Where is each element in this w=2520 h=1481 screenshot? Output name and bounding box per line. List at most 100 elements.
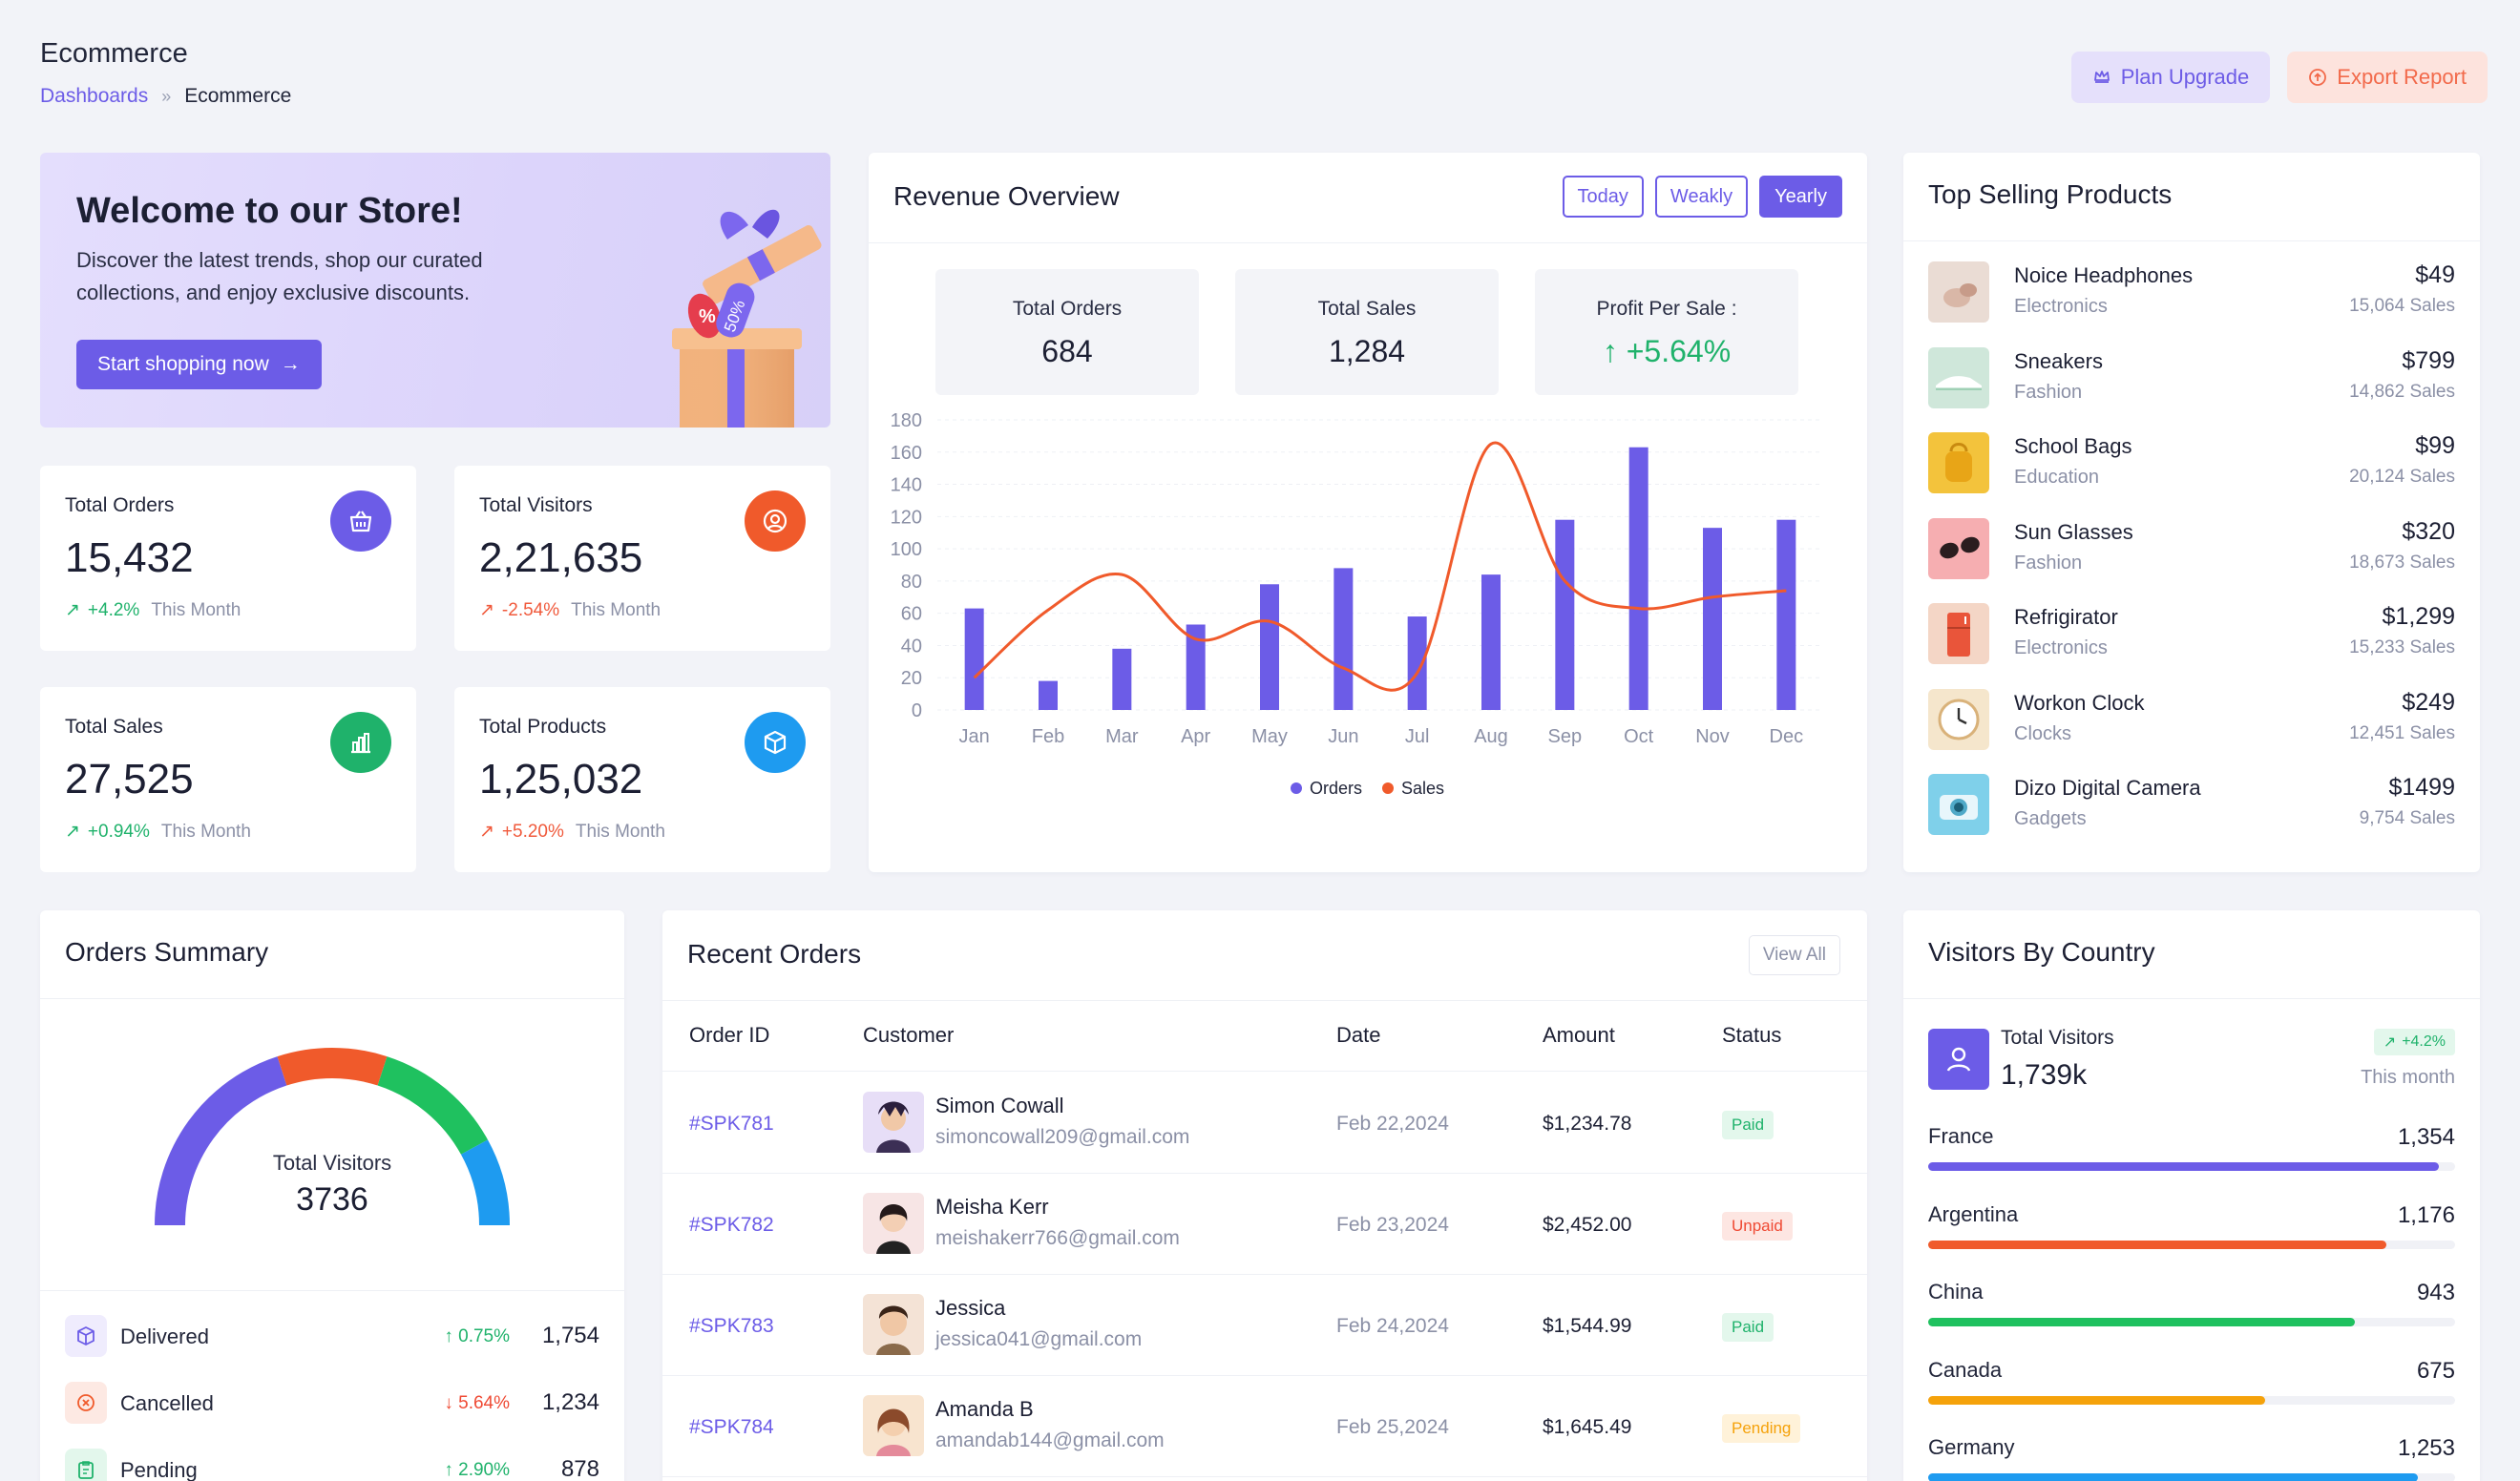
bar-orders-jan[interactable] — [964, 608, 984, 710]
column-header-date[interactable]: Date — [1336, 1023, 1381, 1047]
bar-orders-sep[interactable] — [1555, 519, 1575, 710]
avatar — [863, 1395, 924, 1456]
table-row[interactable]: #SPK782 Meisha Kerr meishakerr766@gmail.co… — [662, 1174, 1867, 1275]
order-status-cancelled: Cancelled ↓ 5.64% 1,234 — [65, 1378, 599, 1426]
bar-orders-jun[interactable] — [1334, 568, 1354, 710]
product-item[interactable]: Sun Glasses Fashion $320 18,673 Sales — [1928, 514, 2455, 581]
trend-down-icon: ↗ — [479, 600, 494, 620]
column-header-customer[interactable]: Customer — [863, 1023, 955, 1047]
plan-upgrade-button[interactable]: Plan Upgrade — [2070, 52, 2271, 103]
order-id-link[interactable]: #SPK783 — [689, 1315, 774, 1337]
headphones-thumbnail — [1928, 261, 1989, 323]
progress-track — [1928, 1473, 2455, 1481]
product-item[interactable]: Sneakers Fashion $799 14,862 Sales — [1928, 344, 2455, 410]
divider — [1903, 998, 2480, 999]
country-name: Argentina — [1928, 1201, 2019, 1226]
line-sales[interactable] — [973, 441, 1787, 692]
product-name: Noice Headphones — [2014, 263, 2194, 287]
arrow-up-icon: ↑ — [444, 1326, 459, 1346]
x-tick-label: Sep — [1548, 726, 1583, 747]
clipboard-icon — [65, 1449, 107, 1481]
product-item[interactable]: Noice Headphones Electronics $49 15,064 Sal… — [1928, 258, 2455, 324]
visitors-by-country-card: Visitors By Country Total Visitors 1,739… — [1903, 910, 2480, 1481]
customer-name: Simon Cowall — [935, 1094, 1064, 1117]
product-sales: 15,064 Sales — [2349, 296, 2455, 316]
product-item[interactable]: Workon Clock Clocks $249 12,451 Sales — [1928, 685, 2455, 752]
table-row[interactable]: #SPK781 Simon Cowall simoncowall209@gmail.… — [662, 1073, 1867, 1174]
column-header-amount[interactable]: Amount — [1543, 1023, 1615, 1047]
tab-yearly[interactable]: Yearly — [1759, 176, 1842, 218]
y-tick-label: 20 — [901, 668, 922, 689]
cloud-upload-icon — [2309, 69, 2327, 86]
fridge-thumbnail — [1928, 603, 1989, 664]
product-sales: 15,233 Sales — [2349, 637, 2455, 657]
table-row[interactable]: #SPK784 Amanda B amandab144@gmail.com Feb 2… — [662, 1376, 1867, 1477]
column-header-order-id[interactable]: Order ID — [689, 1023, 770, 1047]
box-icon — [745, 712, 806, 773]
bar-orders-oct[interactable] — [1628, 447, 1648, 710]
stat-label: Total Orders — [65, 494, 175, 516]
start-shopping-button[interactable]: Start shopping now → — [76, 340, 322, 389]
legend-label[interactable]: Sales — [1401, 779, 1444, 798]
legend-label[interactable]: Orders — [1310, 779, 1362, 798]
tab-weakly[interactable]: Weakly — [1654, 176, 1749, 218]
tab-today[interactable]: Today — [1562, 176, 1644, 218]
product-sales: 14,862 Sales — [2349, 381, 2455, 402]
stat-value: 15,432 — [65, 534, 194, 581]
kpi-value-text: +5.64% — [1626, 334, 1732, 368]
order-status-pct-text: 5.64% — [458, 1393, 510, 1413]
bar-orders-dec[interactable] — [1776, 519, 1796, 710]
bar-orders-apr[interactable] — [1186, 624, 1206, 710]
divider — [40, 1290, 624, 1291]
trend-up-icon: ↗ — [65, 822, 80, 842]
order-id-link[interactable]: #SPK784 — [689, 1416, 774, 1438]
stat-change: ↗ +5.20% This Month — [479, 821, 665, 843]
recent-orders-title: Recent Orders — [687, 939, 862, 969]
bar-orders-jul[interactable] — [1407, 616, 1427, 710]
order-status-value: 878 — [560, 1456, 599, 1481]
stat-change: ↗ +0.94% This Month — [65, 821, 251, 843]
product-name: School Bags — [2014, 434, 2132, 458]
column-header-status[interactable]: Status — [1722, 1023, 1782, 1047]
avatar — [863, 1092, 924, 1153]
order-id-link[interactable]: #SPK782 — [689, 1214, 774, 1236]
legend-marker — [1291, 782, 1302, 794]
product-item[interactable]: School Bags Education $99 20,124 Sales — [1928, 428, 2455, 495]
table-row[interactable]: #SPK783 Jessica jessica041@gmail.com Feb 24… — [662, 1275, 1867, 1376]
customer-email: simoncowall209@gmail.com — [935, 1126, 1190, 1148]
view-all-button[interactable]: View All — [1748, 935, 1840, 975]
order-status-label: Cancelled — [120, 1391, 214, 1415]
bar-orders-aug[interactable] — [1481, 574, 1501, 710]
order-id-link[interactable]: #SPK781 — [689, 1113, 774, 1135]
stat-change-pct: +0.94% — [87, 821, 150, 842]
close-circle-icon — [65, 1382, 107, 1424]
bar-orders-feb[interactable] — [1039, 680, 1058, 710]
divider — [40, 998, 624, 999]
order-status-label: Delivered — [120, 1325, 209, 1348]
status-badge: Paid — [1722, 1111, 1774, 1139]
crown-icon — [2093, 71, 2110, 83]
country-row-china: China 943 — [1928, 1280, 2455, 1346]
product-price: $249 — [2402, 688, 2455, 716]
customer-email: amandab144@gmail.com — [935, 1429, 1165, 1451]
user-icon — [1928, 1029, 1989, 1090]
kpi-value: 684 — [1041, 334, 1093, 368]
gauge-segment — [277, 1048, 388, 1086]
product-sales: 18,673 Sales — [2349, 552, 2455, 573]
stat-change-pct: -2.54% — [501, 599, 560, 620]
breadcrumb-dashboards[interactable]: Dashboards — [40, 85, 149, 107]
product-item[interactable]: Dizo Digital Camera Gadgets $1499 9,754 Sal… — [1928, 770, 2455, 837]
bag-thumbnail — [1928, 432, 1989, 493]
country-value: 1,176 — [2397, 1201, 2455, 1228]
export-report-button[interactable]: Export Report — [2287, 52, 2488, 103]
stat-change: ↗ -2.54% This Month — [479, 599, 661, 621]
order-status-pct: ↓ 5.64% — [444, 1393, 510, 1414]
page-header: Ecommerce Dashboards » Ecommerce — [40, 38, 291, 108]
clock-thumbnail — [1928, 688, 1989, 750]
bar-orders-nov[interactable] — [1703, 528, 1722, 710]
top-selling-card: Top Selling Products Noice Headphones Ele… — [1903, 153, 2480, 872]
bar-orders-may[interactable] — [1260, 584, 1279, 710]
product-item[interactable]: Refrigirator Electronics $1,299 15,233 Sale… — [1928, 599, 2455, 666]
order-date: Feb 22,2024 — [1336, 1113, 1449, 1135]
bar-orders-mar[interactable] — [1112, 648, 1132, 710]
